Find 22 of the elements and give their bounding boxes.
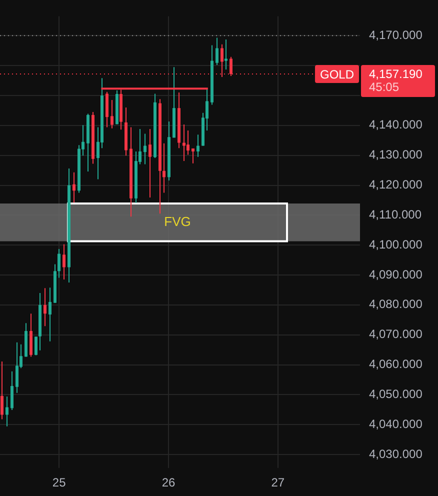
y-tick-label: 4,090.000 [369,267,423,282]
y-tick-label: 4,100.000 [369,237,423,252]
y-tick-label: 4,130.000 [369,148,423,162]
text: 4,157.190 [369,66,423,81]
x-tick-label: 25 [52,476,66,490]
x-tick-label: 26 [162,476,176,490]
y-tick-label: 4,050.000 [369,387,423,402]
y-tick-label: 4,110.000 [369,207,422,222]
y-tick-label: 4,060.000 [369,357,423,372]
y-tick-label: 4,080.000 [369,297,423,312]
candlestick [224,40,228,70]
x-tick-label: 27 [271,476,285,490]
y-tick-label: 4,040.000 [369,416,423,431]
y-tick-label: 4,120.000 [369,178,423,192]
y-tick-label: 4,070.000 [369,327,423,342]
candlestick [182,124,186,162]
ref-line-label: GOLD [320,67,354,82]
y-tick-label: 4,030.000 [369,446,423,461]
text: 45:05 [369,80,400,94]
y-tick-label: 4,140.000 [369,118,423,132]
band-label: FVG [164,214,191,229]
y-tick-label: 4,170.000 [369,28,423,42]
